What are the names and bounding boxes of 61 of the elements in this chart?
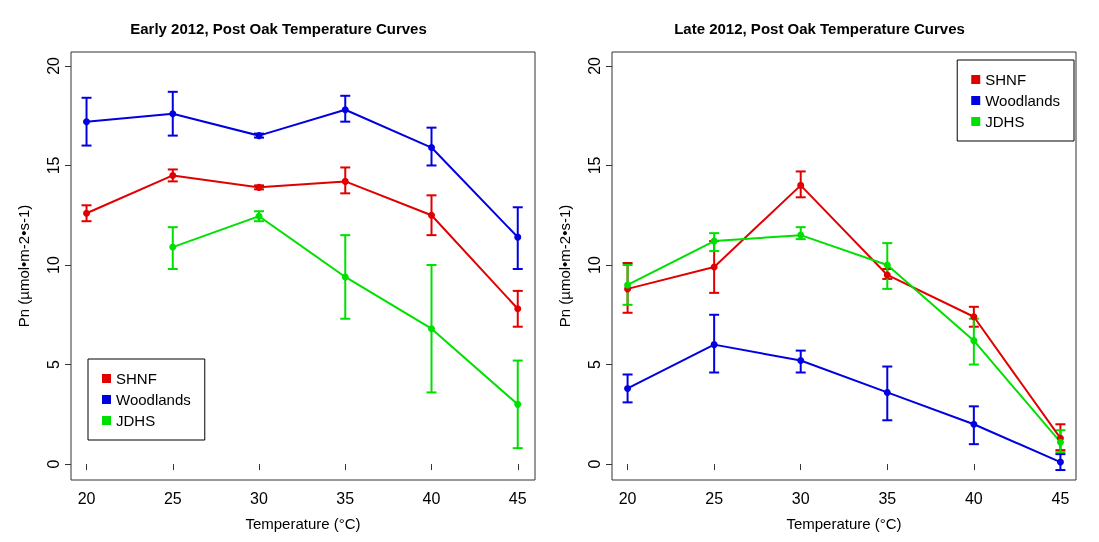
point: [797, 357, 805, 365]
x-tick-label: 40: [422, 489, 441, 507]
point: [624, 384, 632, 392]
y-tick-label: 0: [44, 459, 62, 469]
y-tick-label: 15: [44, 156, 62, 175]
point: [514, 233, 522, 241]
x-axis-title: Temperature (°C): [245, 515, 361, 532]
point: [341, 273, 349, 281]
y-tick-label: 10: [44, 256, 62, 274]
point: [428, 325, 436, 333]
x-tick-label: 40: [964, 489, 983, 507]
y-tick-label: 20: [44, 56, 62, 75]
point: [1056, 458, 1064, 466]
legend-label: JDHS: [985, 113, 1025, 130]
x-tick-label: 20: [618, 489, 637, 507]
x-tick-label: 45: [1051, 489, 1070, 507]
chart-title: Early 2012, Post Oak Temperature Curves: [130, 20, 427, 37]
legend-label: JDHS: [116, 412, 156, 429]
point: [514, 400, 522, 408]
x-tick-label: 35: [336, 489, 355, 507]
point: [970, 420, 978, 428]
x-tick-label: 20: [77, 489, 96, 507]
point: [797, 181, 805, 189]
point: [428, 211, 436, 219]
legend-label: SHNF: [116, 370, 157, 387]
y-axis-title: Pn (µmol•m-2•s-1): [15, 204, 32, 328]
point: [710, 341, 718, 349]
point: [169, 243, 177, 251]
point: [797, 231, 805, 239]
point: [341, 106, 349, 114]
y-axis-title: Pn (µmol•m-2•s-1): [556, 204, 573, 328]
point: [169, 171, 177, 179]
point: [883, 388, 891, 396]
point: [169, 110, 177, 118]
chart-title: Late 2012, Post Oak Temperature Curves: [674, 20, 965, 37]
legend-label: Woodlands: [985, 92, 1061, 109]
point: [1056, 438, 1064, 446]
point: [341, 177, 349, 185]
x-tick-label: 30: [250, 489, 269, 507]
x-tick-label: 25: [705, 489, 724, 507]
point: [428, 144, 436, 152]
point: [883, 261, 891, 269]
legend-label: Woodlands: [116, 391, 191, 408]
y-tick-label: 5: [585, 359, 603, 369]
x-tick-label: 25: [163, 489, 182, 507]
y-tick-label: 10: [585, 256, 603, 274]
point: [970, 313, 978, 321]
legend-label: SHNF: [985, 71, 1027, 88]
y-tick-label: 5: [44, 359, 62, 369]
x-tick-label: 45: [508, 489, 527, 507]
y-tick-label: 20: [585, 56, 603, 75]
point: [514, 305, 522, 313]
x-tick-label: 35: [878, 489, 897, 507]
y-tick-label: 15: [585, 156, 603, 175]
y-tick-label: 0: [585, 459, 603, 469]
point: [624, 281, 632, 289]
point: [83, 209, 91, 217]
point: [83, 118, 91, 126]
x-tick-label: 30: [791, 489, 810, 507]
point: [970, 337, 978, 345]
x-axis-title: Temperature (°C): [786, 515, 902, 532]
